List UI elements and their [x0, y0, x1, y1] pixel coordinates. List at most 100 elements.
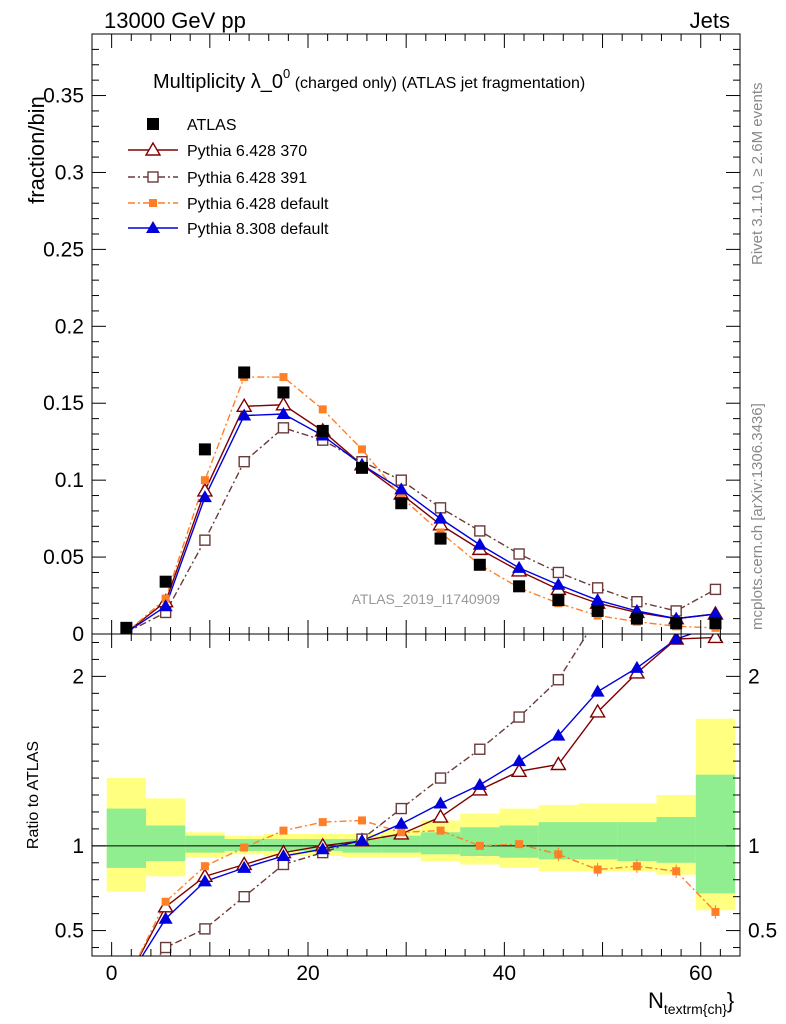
marker-p8def-9 [472, 537, 487, 550]
ratio-marker-p8def-14 [669, 634, 684, 645]
marker-p8def-10 [512, 560, 527, 573]
marker-atlas-9 [473, 558, 486, 571]
marker-p6def-5 [318, 405, 327, 414]
ratio-marker-p370-11 [550, 756, 567, 771]
ratio-marker-p8def-7 [394, 816, 409, 829]
ratio-marker-p6def-2 [200, 862, 209, 871]
bottom-ytick-label-left: 1 [72, 835, 84, 858]
ratio-marker-p6def-8 [436, 826, 445, 835]
marker-p8def-1 [158, 599, 173, 612]
xtick-label: 0 [106, 962, 118, 985]
ratio-marker-p6def-15 [711, 907, 720, 916]
band-inner-0 [106, 808, 146, 868]
marker-atlas-7 [395, 497, 408, 510]
ratio-marker-p8def-2 [197, 874, 212, 887]
top-ytick-label: 0.05 [43, 546, 84, 569]
marker-p391-15 [709, 583, 722, 596]
mcplots-label: mcplots.cern.ch [arXiv:1306.3436] [749, 403, 766, 630]
legend-label-p6def: Pythia 6.428 default [187, 196, 329, 213]
marker-p6def-8 [436, 528, 445, 537]
marker-p6def-2 [200, 476, 209, 485]
ratio-line-p370 [138, 636, 716, 956]
ratio-marker-p8def-10 [512, 754, 527, 767]
ratio-marker-p8def-5 [315, 842, 330, 855]
ratio-marker-p6def-6 [358, 816, 366, 825]
marker-p8def-11 [551, 577, 566, 590]
marker-p391-2 [199, 534, 211, 546]
band-inner-13 [617, 822, 657, 862]
marker-atlas-14 [670, 617, 683, 630]
legend-marker-p6def [149, 199, 157, 207]
ratio-marker-p8def-13 [629, 660, 644, 673]
marker-p8def-8 [433, 511, 448, 524]
ratio-marker-p6def-12 [593, 865, 602, 874]
marker-p391-9 [474, 525, 486, 537]
ratio-marker-p6def-14 [672, 867, 681, 876]
top-ytick-label: 0.1 [55, 469, 84, 492]
ratio-marker-p391-10 [513, 711, 525, 723]
chart-title-rest: (charged only) (ATLAS jet fragmentation) [290, 75, 585, 92]
top-ytick-label: 0.2 [55, 315, 84, 338]
marker-p8def-2 [197, 490, 212, 503]
ratio-line-p8def [141, 634, 694, 956]
ratio-marker-p6def-9 [475, 841, 484, 850]
ratio-marker-p391-1 [159, 941, 172, 954]
bottom-ytick-label-left: 2 [72, 665, 84, 688]
y-axis-title-top: fraction/bin [24, 96, 49, 204]
ratio-marker-p370-8 [432, 808, 449, 823]
marker-p8def-12 [590, 593, 605, 606]
ratio-marker-p391-9 [474, 743, 486, 755]
ratio-marker-p6def-1 [161, 897, 170, 906]
marker-atlas-3 [238, 366, 251, 379]
marker-p391-3 [238, 455, 250, 468]
ratio-marker-p391-8 [434, 772, 447, 784]
marker-atlas-6 [356, 461, 368, 474]
ratio-marker-p8def-12 [590, 684, 605, 697]
rivet-label: Rivet 3.1.10, ≥ 2.6M events [749, 83, 766, 266]
ratio-marker-p391-7 [395, 802, 407, 815]
bottom-ytick-label-right: 0.5 [748, 920, 777, 943]
header-left: 13000 GeV pp [104, 8, 246, 33]
marker-p8def-7 [394, 482, 409, 495]
top-panel-content [120, 366, 724, 634]
marker-atlas-5 [316, 424, 329, 437]
ratio-marker-p8def-11 [551, 728, 566, 741]
chart-title-sup: 0 [283, 66, 290, 81]
marker-p8def-4 [276, 407, 291, 419]
ratio-marker-p6def-3 [240, 843, 249, 852]
ratio-marker-p8def-9 [472, 777, 487, 790]
xtick-label: 60 [689, 962, 712, 985]
series-line-p391 [126, 427, 716, 634]
marker-p8def-3 [237, 408, 252, 421]
bottom-panel-content [92, 634, 740, 956]
y-axis-title-bottom: Ratio to ATLAS [25, 741, 42, 849]
header-right: Jets [690, 8, 730, 33]
ratio-marker-p370-15 [707, 634, 724, 644]
top-ytick-label: 0.35 [43, 85, 84, 108]
band-inner-1 [146, 825, 186, 862]
marker-p391-10 [513, 548, 525, 560]
ratio-marker-p391-2 [199, 923, 211, 935]
x-axis-title-sub: textrm{ch} [664, 1001, 727, 1017]
marker-p6def-7 [397, 493, 406, 502]
ratio-marker-p6def-4 [279, 826, 288, 835]
ratio-marker-p8def-6 [355, 833, 369, 846]
marker-atlas-4 [277, 386, 290, 399]
band-inner-15 [695, 774, 736, 894]
xtick-label: 40 [493, 962, 516, 985]
xtick-label: 20 [296, 962, 319, 985]
legend-marker-p391 [147, 171, 159, 183]
x-axis-title-main: N [648, 988, 664, 1013]
marker-atlas-10 [513, 580, 526, 593]
x-axis-title-brace: } [727, 988, 734, 1013]
ratio-line-p391 [158, 634, 588, 956]
legend-marker-p370 [144, 141, 162, 156]
top-ytick-label: 0.3 [55, 161, 84, 184]
marker-atlas-2 [198, 443, 211, 456]
axes: 00.050.10.150.20.250.30.350.5 0.51 12 20 20 4… [43, 33, 777, 985]
ratio-marker-p6def-10 [515, 840, 524, 849]
bottom-ytick-label-right: 2 [748, 665, 760, 688]
ratio-marker-p391-11 [552, 674, 565, 686]
marker-p391-4 [277, 422, 290, 434]
